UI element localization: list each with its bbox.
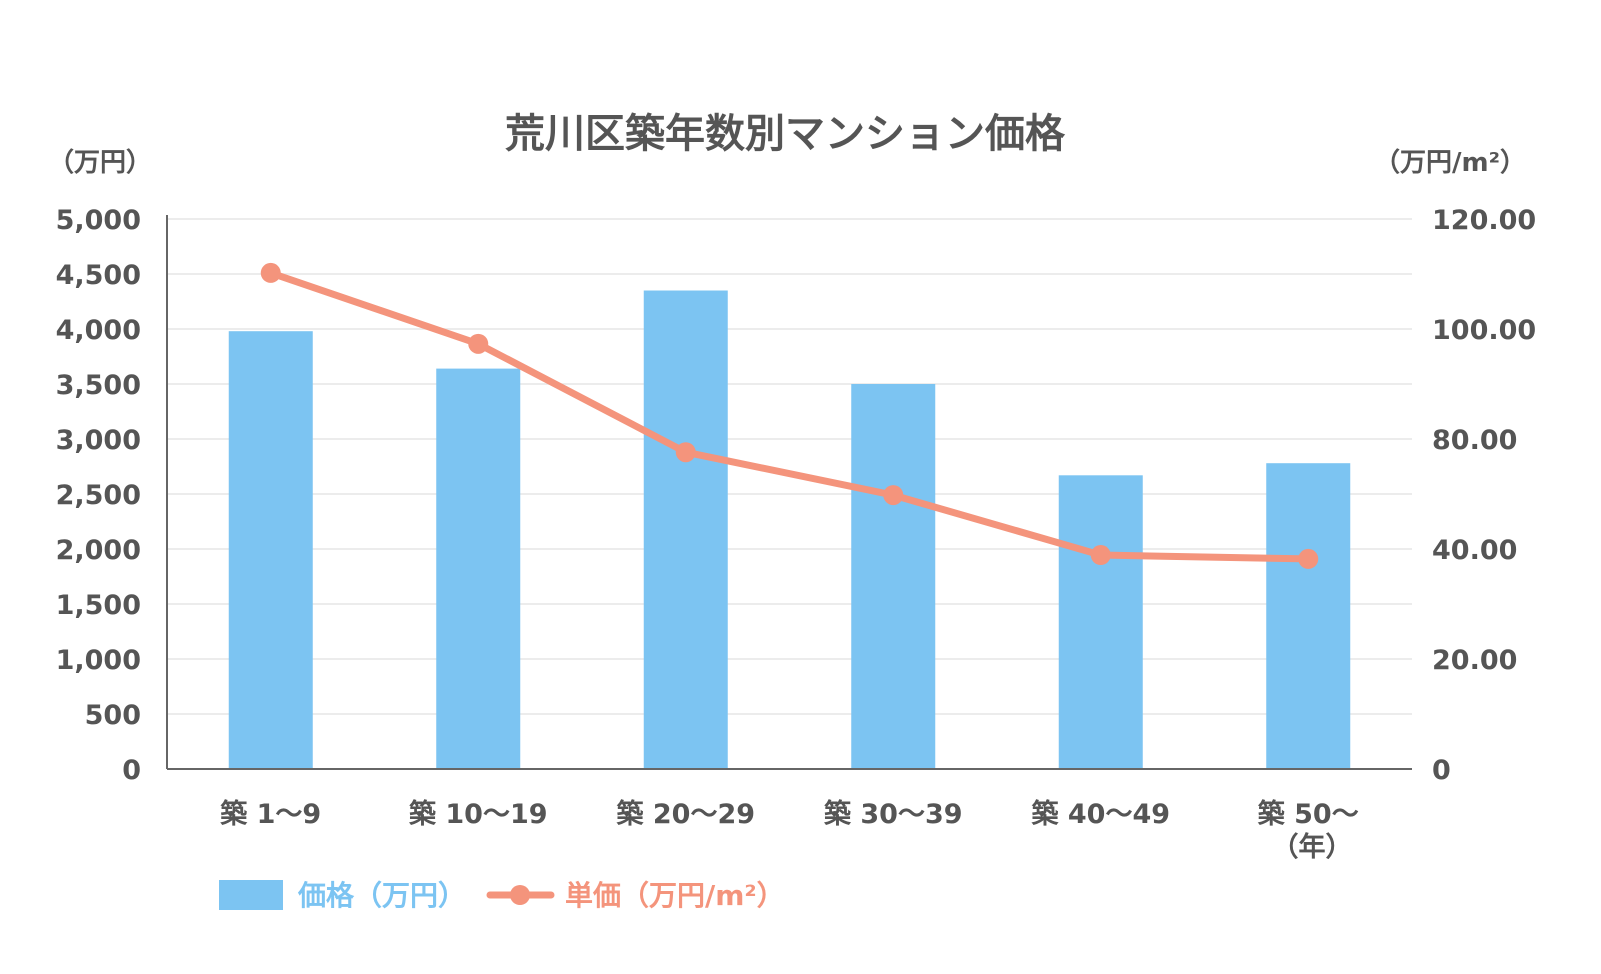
left-axis-unit: （万円） (48, 148, 152, 178)
line-point (260, 262, 281, 283)
y2-tick-label: 0 (1432, 755, 1451, 786)
x-axis-unit: （年） (1272, 831, 1353, 863)
legend: 価格（万円） 単価（万円/m²） (219, 879, 785, 912)
y-tick-label: 4,000 (56, 315, 141, 346)
x-tick-label: 築 1〜9 (219, 798, 321, 830)
y-tick-label: 2,500 (56, 480, 141, 511)
legend-line-marker (510, 885, 530, 905)
y-tick-label: 3,500 (56, 370, 141, 401)
y-tick-label: 1,000 (56, 645, 141, 676)
bar (1058, 475, 1143, 769)
y-tick-label: 5,000 (56, 205, 141, 236)
y-tick-label: 0 (122, 755, 141, 786)
legend-line-label: 単価（万円/m²） (565, 879, 785, 912)
bar-series (228, 290, 1351, 769)
tick-labels: 0 500 1,000 1,500 2,000 2,500 3,000 3,500 4,000 4… (56, 205, 1537, 786)
y-tick-label: 2,000 (56, 535, 141, 566)
x-tick-label: 築 40〜49 (1030, 798, 1170, 830)
bar (228, 331, 313, 769)
line-point (468, 333, 489, 354)
x-tick-label: 築 50〜 (1257, 798, 1359, 830)
y-tick-label: 4,500 (56, 260, 141, 291)
y-tick-label: 1,500 (56, 590, 141, 621)
y-tick-label: 3,000 (56, 425, 141, 456)
line-series (260, 262, 1319, 569)
chart-title: 荒川区築年数別マンション価格 (505, 111, 1066, 157)
y2-tick-label: 20.00 (1432, 645, 1517, 676)
bar (851, 384, 936, 769)
y2-tick-label: 100.00 (1432, 315, 1536, 346)
line-point (883, 485, 904, 506)
gridlines (167, 218, 1412, 715)
y2-tick-label: 120.00 (1432, 205, 1536, 236)
y-tick-label: 500 (85, 700, 141, 731)
bar (436, 368, 521, 769)
y2-tick-label: 80.00 (1432, 425, 1517, 456)
right-axis-unit: （万円/m²） (1374, 148, 1526, 178)
bar (643, 290, 728, 769)
line-point (1298, 548, 1319, 569)
x-tick-label: 築 30〜39 (823, 798, 963, 830)
y2-tick-label: 40.00 (1432, 535, 1517, 566)
legend-bar-swatch (219, 880, 283, 910)
legend-bar-label: 価格（万円） (297, 879, 466, 912)
category-labels: 築 1〜9 築 10〜19 築 20〜29 築 30〜39 築 40〜49 築 50〜 (219, 798, 1358, 830)
line-path (267, 269, 1312, 563)
x-tick-label: 築 10〜19 (408, 798, 548, 830)
x-tick-label: 築 20〜29 (615, 798, 755, 830)
line-point (1090, 545, 1111, 566)
line-point (675, 442, 696, 463)
bar (1266, 463, 1351, 769)
axes (166, 215, 1412, 770)
